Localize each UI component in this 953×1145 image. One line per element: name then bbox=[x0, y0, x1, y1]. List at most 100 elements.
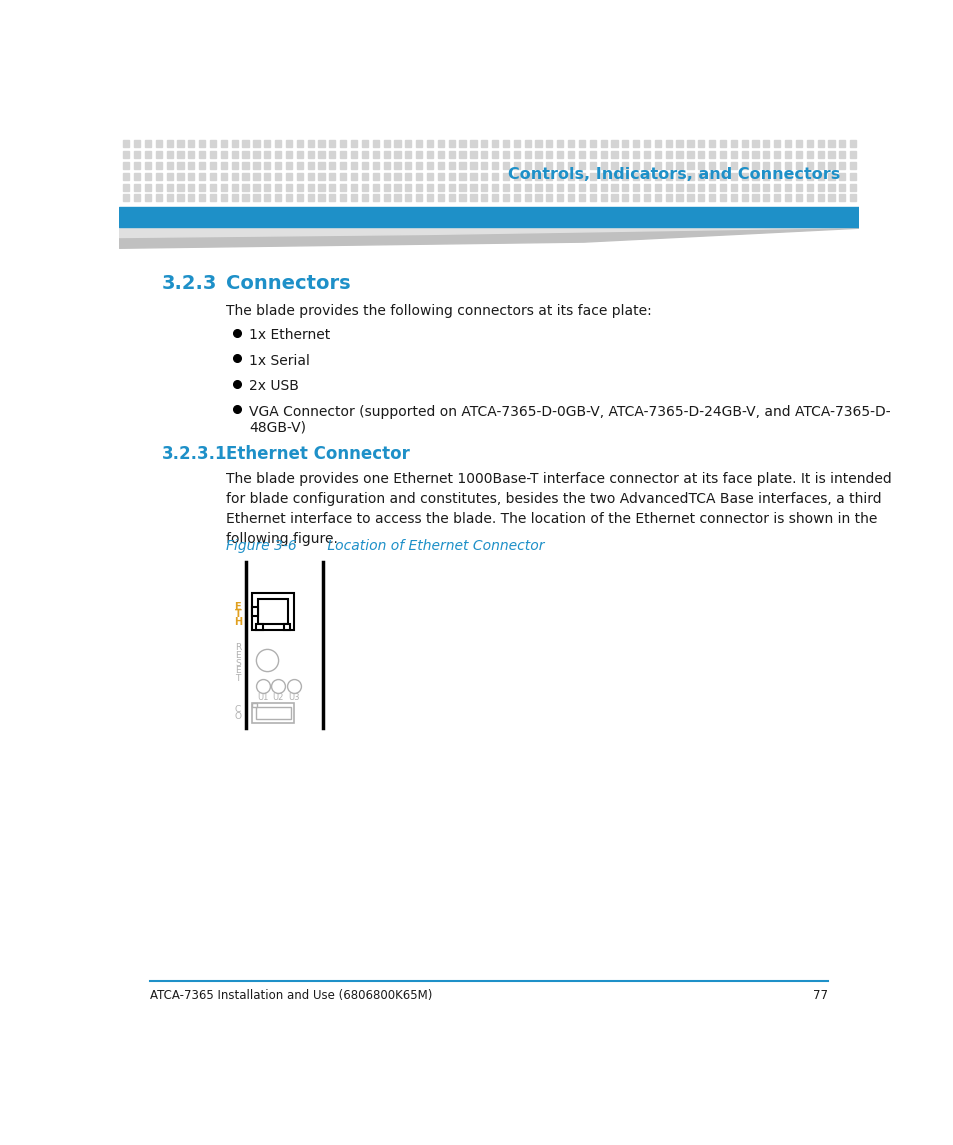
Bar bbox=[427, 151, 433, 158]
Bar bbox=[633, 195, 639, 202]
Bar bbox=[535, 173, 541, 180]
Bar bbox=[286, 141, 292, 148]
Text: 3.2.3: 3.2.3 bbox=[162, 275, 217, 293]
Bar bbox=[340, 151, 346, 158]
Bar bbox=[253, 141, 259, 148]
Bar bbox=[567, 163, 574, 169]
Bar bbox=[535, 141, 541, 148]
Bar bbox=[720, 183, 725, 190]
Text: Figure 3-6       Location of Ethernet Connector: Figure 3-6 Location of Ethernet Connecto… bbox=[226, 539, 544, 553]
Bar bbox=[232, 195, 237, 202]
Bar bbox=[546, 183, 552, 190]
Bar bbox=[621, 141, 628, 148]
Bar bbox=[524, 141, 530, 148]
Bar bbox=[340, 141, 346, 148]
Bar bbox=[524, 163, 530, 169]
Bar bbox=[806, 163, 812, 169]
Bar bbox=[676, 163, 682, 169]
Bar bbox=[762, 173, 769, 180]
Bar bbox=[253, 195, 259, 202]
Bar bbox=[740, 195, 747, 202]
Bar bbox=[242, 195, 249, 202]
Bar bbox=[502, 151, 509, 158]
Text: E: E bbox=[234, 666, 240, 676]
Bar bbox=[210, 195, 216, 202]
Bar bbox=[643, 173, 649, 180]
Bar bbox=[373, 151, 378, 158]
Bar bbox=[448, 195, 455, 202]
Text: 1x Ethernet: 1x Ethernet bbox=[249, 329, 331, 342]
Bar bbox=[720, 163, 725, 169]
Bar bbox=[155, 141, 162, 148]
Bar bbox=[480, 163, 487, 169]
Bar bbox=[784, 195, 790, 202]
Bar bbox=[252, 703, 294, 722]
Bar bbox=[633, 151, 639, 158]
Bar bbox=[383, 151, 390, 158]
Bar bbox=[448, 173, 455, 180]
Bar bbox=[220, 183, 227, 190]
Bar bbox=[394, 141, 400, 148]
Bar bbox=[459, 163, 465, 169]
Bar bbox=[242, 173, 249, 180]
Bar bbox=[578, 173, 584, 180]
Bar bbox=[817, 183, 822, 190]
Bar bbox=[373, 141, 378, 148]
Bar bbox=[795, 163, 801, 169]
Bar bbox=[199, 141, 205, 148]
Bar bbox=[123, 141, 130, 148]
Bar bbox=[546, 141, 552, 148]
Bar bbox=[773, 195, 780, 202]
Bar bbox=[849, 183, 856, 190]
Bar bbox=[318, 195, 324, 202]
Bar bbox=[252, 593, 294, 630]
Text: U2: U2 bbox=[273, 694, 283, 702]
Bar bbox=[199, 163, 205, 169]
Bar bbox=[405, 183, 411, 190]
Bar bbox=[307, 183, 314, 190]
Bar bbox=[578, 151, 584, 158]
Bar bbox=[665, 151, 671, 158]
Bar bbox=[437, 195, 443, 202]
Bar bbox=[145, 151, 151, 158]
Bar bbox=[806, 195, 812, 202]
Bar bbox=[145, 173, 151, 180]
Bar bbox=[502, 173, 509, 180]
Bar bbox=[416, 183, 422, 190]
Bar bbox=[708, 163, 715, 169]
Bar bbox=[762, 183, 769, 190]
Bar bbox=[437, 151, 443, 158]
Bar bbox=[827, 151, 834, 158]
Bar bbox=[795, 183, 801, 190]
Bar bbox=[535, 183, 541, 190]
Bar bbox=[720, 151, 725, 158]
Bar bbox=[199, 173, 205, 180]
Text: U1: U1 bbox=[256, 694, 268, 702]
Bar bbox=[524, 195, 530, 202]
Bar bbox=[274, 141, 281, 148]
Text: U3: U3 bbox=[288, 694, 299, 702]
Bar bbox=[307, 151, 314, 158]
Bar bbox=[427, 163, 433, 169]
Bar bbox=[318, 151, 324, 158]
Bar bbox=[557, 163, 562, 169]
Bar bbox=[676, 151, 682, 158]
Bar bbox=[155, 195, 162, 202]
Text: E: E bbox=[234, 602, 241, 611]
Bar bbox=[784, 183, 790, 190]
Bar bbox=[492, 151, 497, 158]
Bar bbox=[730, 173, 736, 180]
Bar bbox=[167, 173, 172, 180]
Bar bbox=[264, 151, 270, 158]
Bar bbox=[849, 173, 856, 180]
Bar bbox=[210, 183, 216, 190]
Bar bbox=[708, 151, 715, 158]
Bar bbox=[784, 163, 790, 169]
Bar bbox=[686, 163, 693, 169]
Bar bbox=[329, 151, 335, 158]
Bar bbox=[459, 173, 465, 180]
Bar bbox=[210, 151, 216, 158]
Bar bbox=[827, 173, 834, 180]
Bar bbox=[480, 183, 487, 190]
Bar bbox=[599, 195, 606, 202]
